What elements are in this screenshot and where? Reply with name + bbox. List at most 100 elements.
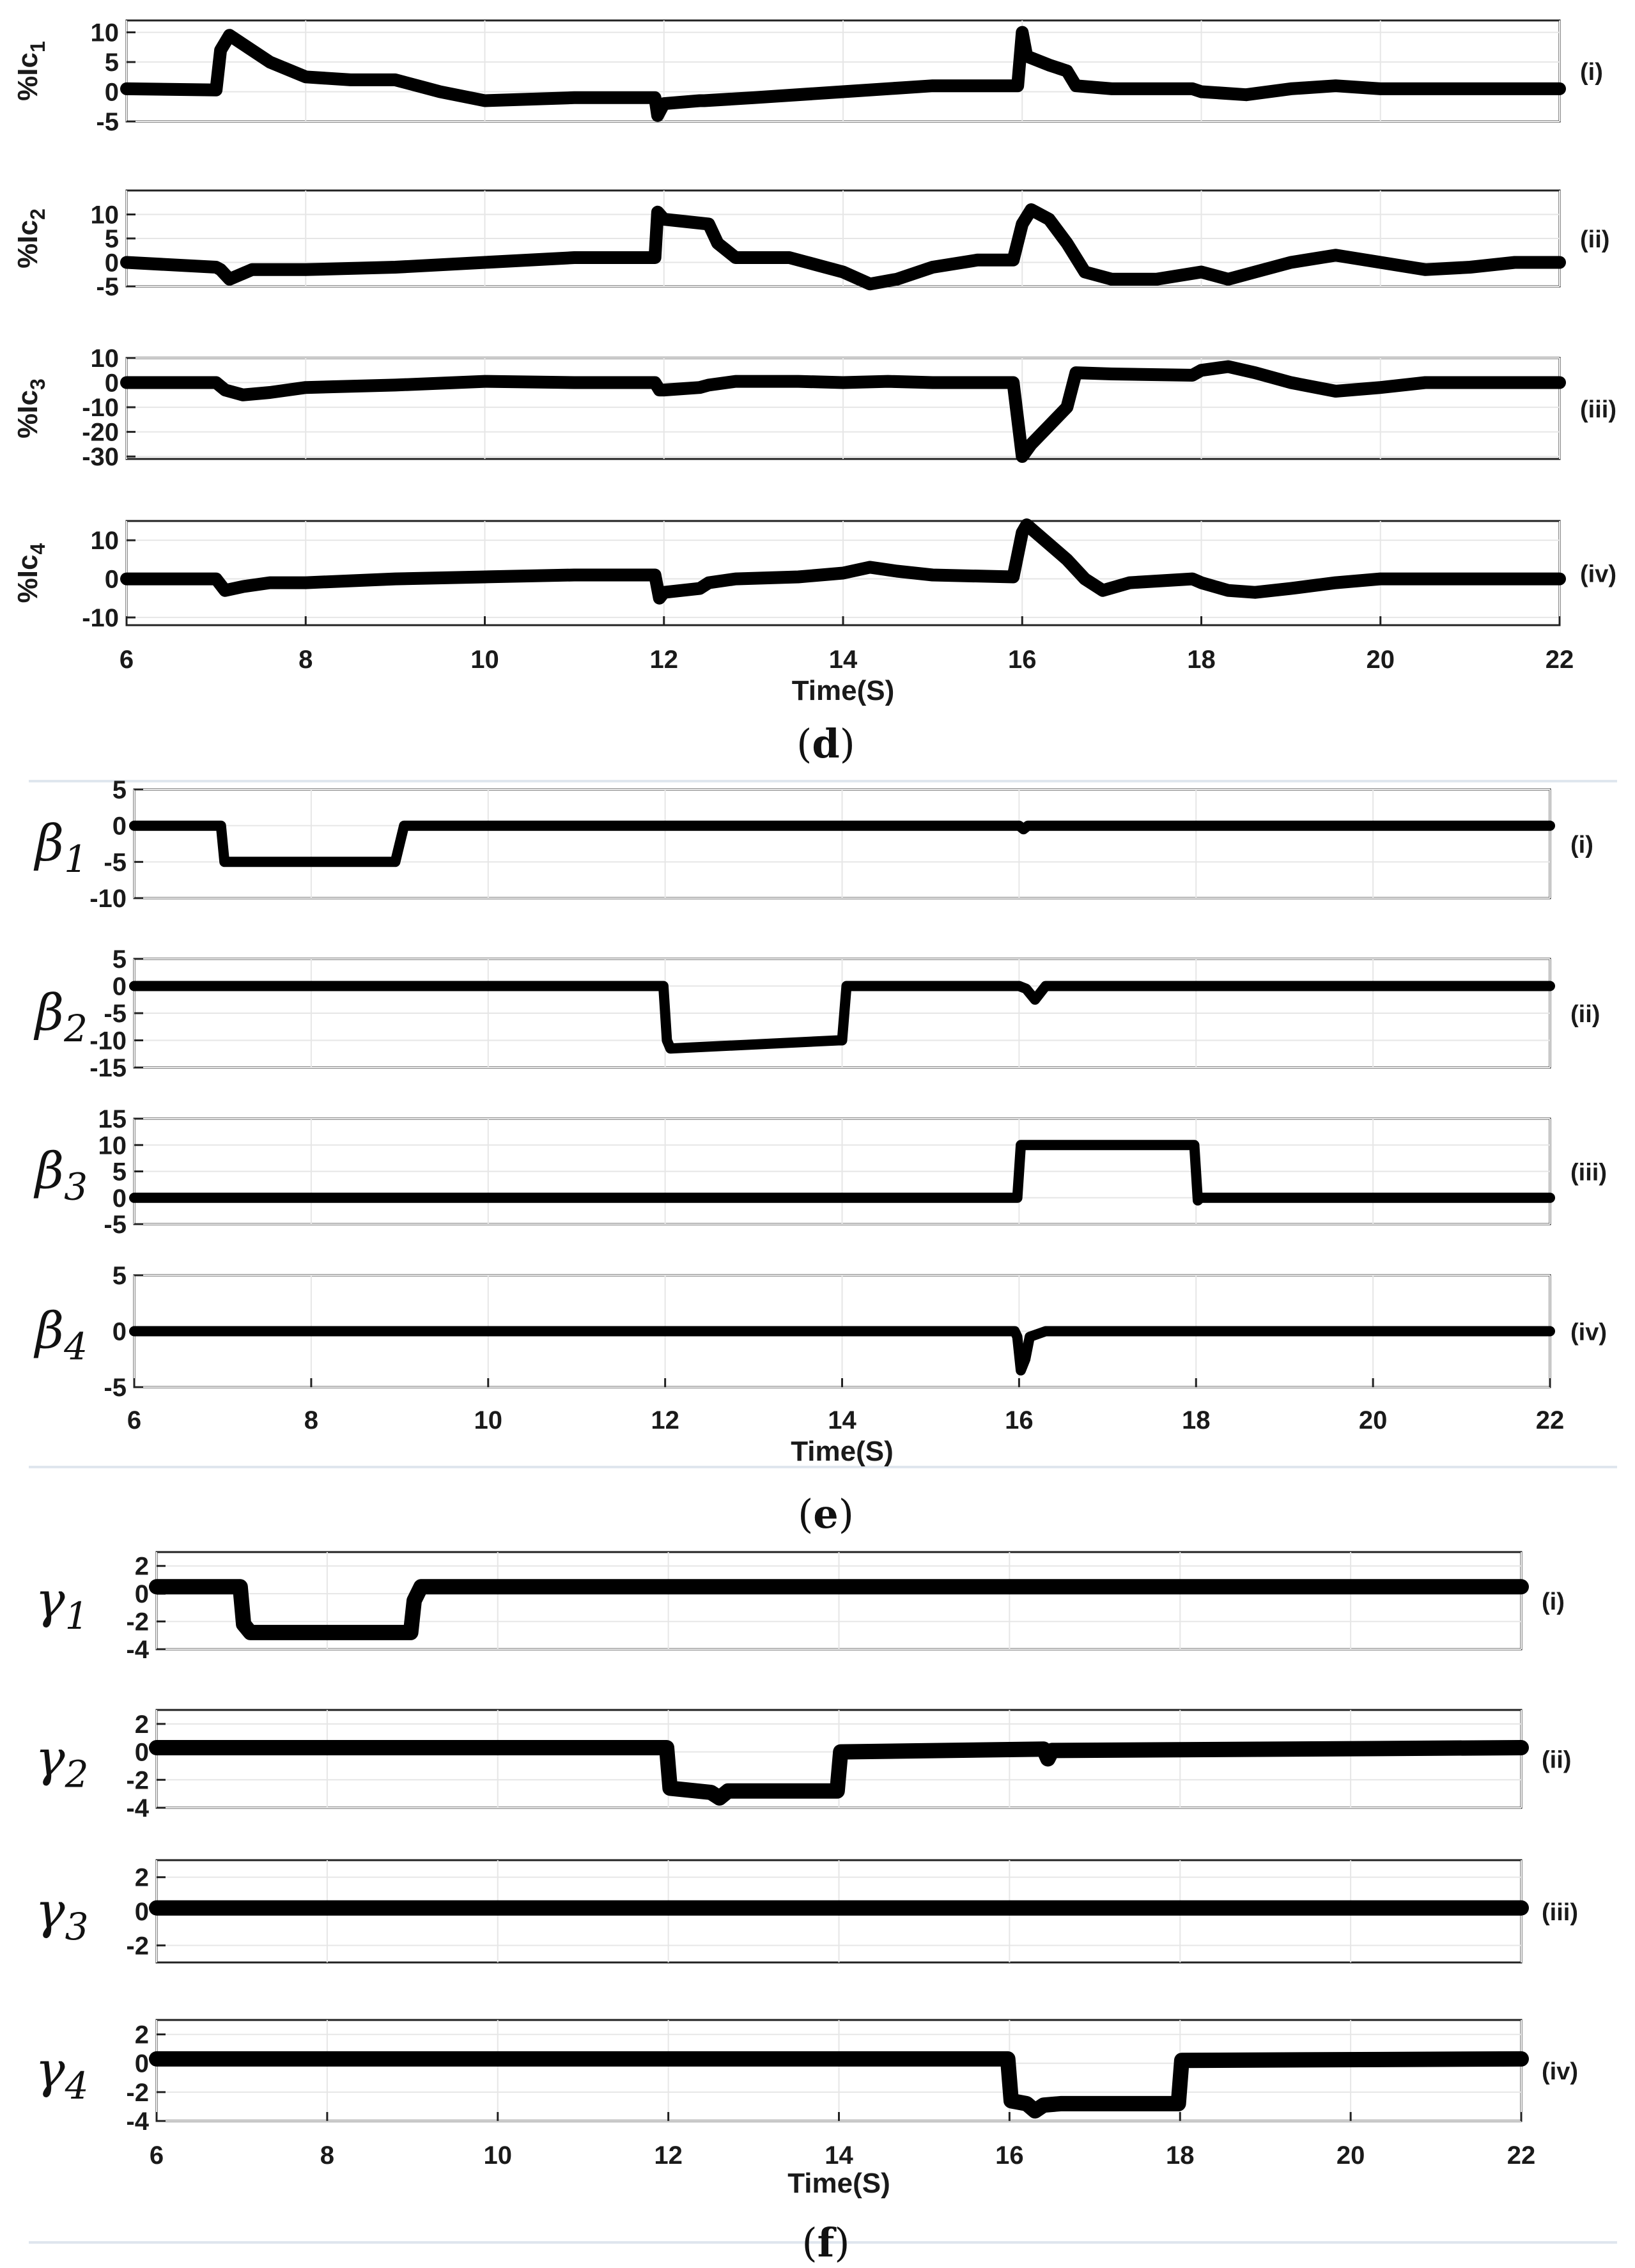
chart-d-xtick-label-2: 10	[470, 646, 499, 674]
chart-d-panel-3-ylabel-subscript: 3	[26, 378, 49, 390]
chart-e-panel-4-ylabel-symbol: β	[33, 1303, 64, 1360]
chart-e-panel-4-ytick-label-2: -5	[104, 1374, 127, 1402]
chart-f-panel-1-ylabel-subscript: 1	[65, 1594, 89, 1638]
chart-f-xtick-label-4: 14	[825, 2141, 853, 2170]
chart-f-panel-1-ylabel: γ1	[35, 1572, 89, 1638]
chart-d-panel-3-ytick-label-3: -20	[82, 419, 119, 447]
chart-d-panel-4-series-1	[120, 518, 1566, 605]
chart-f-panel-1-ytick-label-1: 0	[135, 1580, 149, 1608]
chart-e-panel-1-ytick-label-0: 5	[112, 776, 127, 804]
caption-paren-close: )	[834, 2219, 849, 2266]
chart-e-xtick-label-1: 8	[304, 1406, 318, 1434]
chart-f-panel-2-ylabel-subscript: 2	[65, 1753, 89, 1796]
chart-f-panel-2-trace-label: (ii)	[1542, 1747, 1571, 1774]
chart-e-panel-2-trace-label: (ii)	[1570, 1001, 1600, 1028]
chart-d-panel-3-ylabel: %Ic3	[12, 378, 49, 439]
chart-d-xtick-label-3: 12	[650, 646, 679, 674]
chart-d-xtick-label-7: 20	[1367, 646, 1395, 674]
caption-letter: d	[812, 720, 839, 767]
chart-d-panel-3-trace-label: (iii)	[1580, 396, 1616, 423]
chart-d-xtick-label-1: 8	[298, 646, 313, 674]
chart-f-xtick-label-8: 22	[1507, 2141, 1536, 2170]
chart-f-panel-3-ylabel-symbol: γ	[35, 1883, 65, 1940]
chart-e-panel-1-ylabel-symbol: β	[33, 815, 64, 873]
chart-e-panel-3-ylabel-subscript: 3	[64, 1165, 88, 1209]
chart-e-panel-3-ylabel-symbol: β	[33, 1143, 64, 1200]
chart-f-panel-2-ytick-label-3: -4	[126, 1794, 149, 1822]
chart-e-panel-1-ytick-label-2: -5	[104, 848, 127, 876]
chart-d-xtick-label-8: 22	[1546, 646, 1574, 674]
chart-e-panel-2-ytick-label-1: 0	[112, 973, 127, 1001]
chart-f-panel-3-ylabel: γ3	[35, 1883, 89, 1948]
chart-d-panel-1-ylabel: %Ic1	[12, 41, 49, 101]
chart-d-xtick-label-0: 6	[120, 646, 134, 674]
chart-d-panel-4-ylabel-text: %Ic	[12, 554, 43, 603]
chart-e-xtick-label-5: 16	[1005, 1406, 1034, 1434]
chart-f-panel-4-ylabel-subscript: 4	[65, 2064, 89, 2108]
chart-d-panel-4-ylabel: %Ic4	[12, 543, 49, 603]
chart-f-panel-2-ytick-label-1: 0	[135, 1739, 149, 1767]
chart-e-xtick-label-3: 12	[651, 1406, 679, 1434]
chart-f-panel-2-ytick-label-0: 2	[135, 1711, 149, 1739]
chart-f-panel-4-ytick-label-3: -4	[126, 2108, 149, 2136]
chart-f-panel-2-ylabel-symbol: γ	[35, 1730, 65, 1788]
chart-f-panel-3-ylabel-subscript: 3	[65, 1905, 89, 1948]
chart-d-panel-4-ylabel-subscript: 4	[26, 543, 49, 554]
chart-f-panel-3-ytick-label-2: -2	[126, 1932, 149, 1960]
chart-f-panel-4-trace-label: (iv)	[1542, 2058, 1578, 2085]
chart-d-panel-2-ytick-label-0: 10	[91, 201, 120, 229]
chart-e-panel-1-ytick-label-1: 0	[112, 812, 127, 841]
chart-d-panel-2-series-1	[120, 203, 1566, 291]
chart-e-panel-4-ytick-label-1: 0	[112, 1318, 127, 1346]
chart-e-xtick-label-7: 20	[1359, 1406, 1388, 1434]
chart-f-panel-1-ytick-label-2: -2	[126, 1608, 149, 1636]
chart-d-panel-3-ytick-label-0: 10	[91, 345, 120, 373]
chart-f-panel-4-ytick-label-2: -2	[126, 2079, 149, 2107]
chart-d-panel-2-ytick-label-1: 5	[105, 225, 119, 253]
chart-e-panel-2-ytick-label-0: 5	[112, 945, 127, 974]
chart-d-panel-3-ylabel-text: %Ic	[12, 390, 43, 439]
chart-d-panel-3-ytick-label-1: 0	[105, 369, 119, 398]
chart-f-panel-2-ytick-label-2: -2	[126, 1766, 149, 1794]
chart-d-panel-1-series-1	[120, 26, 1566, 122]
chart-d-panel-2-trace-label: (ii)	[1580, 226, 1609, 253]
chart-d-xlabel: Time(S)	[792, 675, 895, 706]
chart-f-xtick-label-0: 6	[150, 2141, 164, 2170]
chart-e-panel-2-ylabel-symbol: β	[33, 984, 64, 1042]
chart-f-panel-1-trace-label: (i)	[1542, 1588, 1565, 1615]
chart-e-xtick-label-0: 6	[127, 1406, 141, 1434]
chart-d-panel-1-ytick-label-1: 5	[105, 49, 119, 77]
chart-e-panel-3-ytick-label-2: 5	[112, 1158, 127, 1186]
chart-d-xtick-label-4: 14	[829, 646, 858, 674]
chart-d-panel-1-ytick-label-0: 10	[91, 19, 120, 47]
caption-letter: e	[813, 1491, 838, 1537]
chart-d-xtick-label-5: 16	[1008, 646, 1037, 674]
chart-e-panel-4-ylabel-subscript: 4	[63, 1325, 88, 1369]
chart-d-panel-3-ytick-label-4: -30	[82, 443, 119, 471]
chart-e-panel-2-ytick-label-3: -10	[89, 1027, 127, 1055]
chart-f-panel-4-ylabel-symbol: γ	[35, 2042, 65, 2099]
chart-f-xtick-label-5: 16	[995, 2141, 1024, 2170]
chart-e-panel-3-ylabel: β3	[33, 1143, 88, 1209]
chart-e-panel-1-ylabel-subscript: 1	[64, 837, 88, 881]
chart-d-panel-2-ytick-label-2: 0	[105, 249, 119, 277]
chart-e-xtick-label-2: 10	[474, 1406, 503, 1434]
chart-e-panel-3-trace-label: (iii)	[1570, 1160, 1607, 1186]
chart-f-panel-1-ylabel-symbol: γ	[35, 1572, 65, 1629]
caption-letter: f	[818, 2219, 837, 2266]
chart-e-panel-2-ytick-label-2: -5	[104, 1000, 127, 1028]
chart-f-xlabel: Time(S)	[787, 2168, 890, 2199]
chart-f-panel-2-ylabel: γ2	[35, 1730, 89, 1796]
chart-e-panel-3-ytick-label-3: 0	[112, 1184, 127, 1213]
chart-d-panel-1-trace-label: (i)	[1580, 59, 1603, 86]
chart-f-panel-4-ylabel: γ4	[35, 2042, 89, 2108]
chart-e-panel-2-ylabel: β2	[33, 984, 88, 1050]
chart-d-panel-4-trace-label: (iv)	[1580, 561, 1616, 588]
chart-d-panel-2-ytick-label-3: -5	[96, 273, 119, 301]
chart-f-caption: (f)	[802, 2219, 849, 2266]
chart-d-panel-3-series-1	[120, 360, 1566, 463]
chart-d-panel-4-ytick-label-0: 10	[91, 527, 120, 555]
chart-e-panel-4-trace-label: (iv)	[1570, 1319, 1607, 1346]
chart-e-xtick-label-8: 22	[1536, 1406, 1565, 1434]
